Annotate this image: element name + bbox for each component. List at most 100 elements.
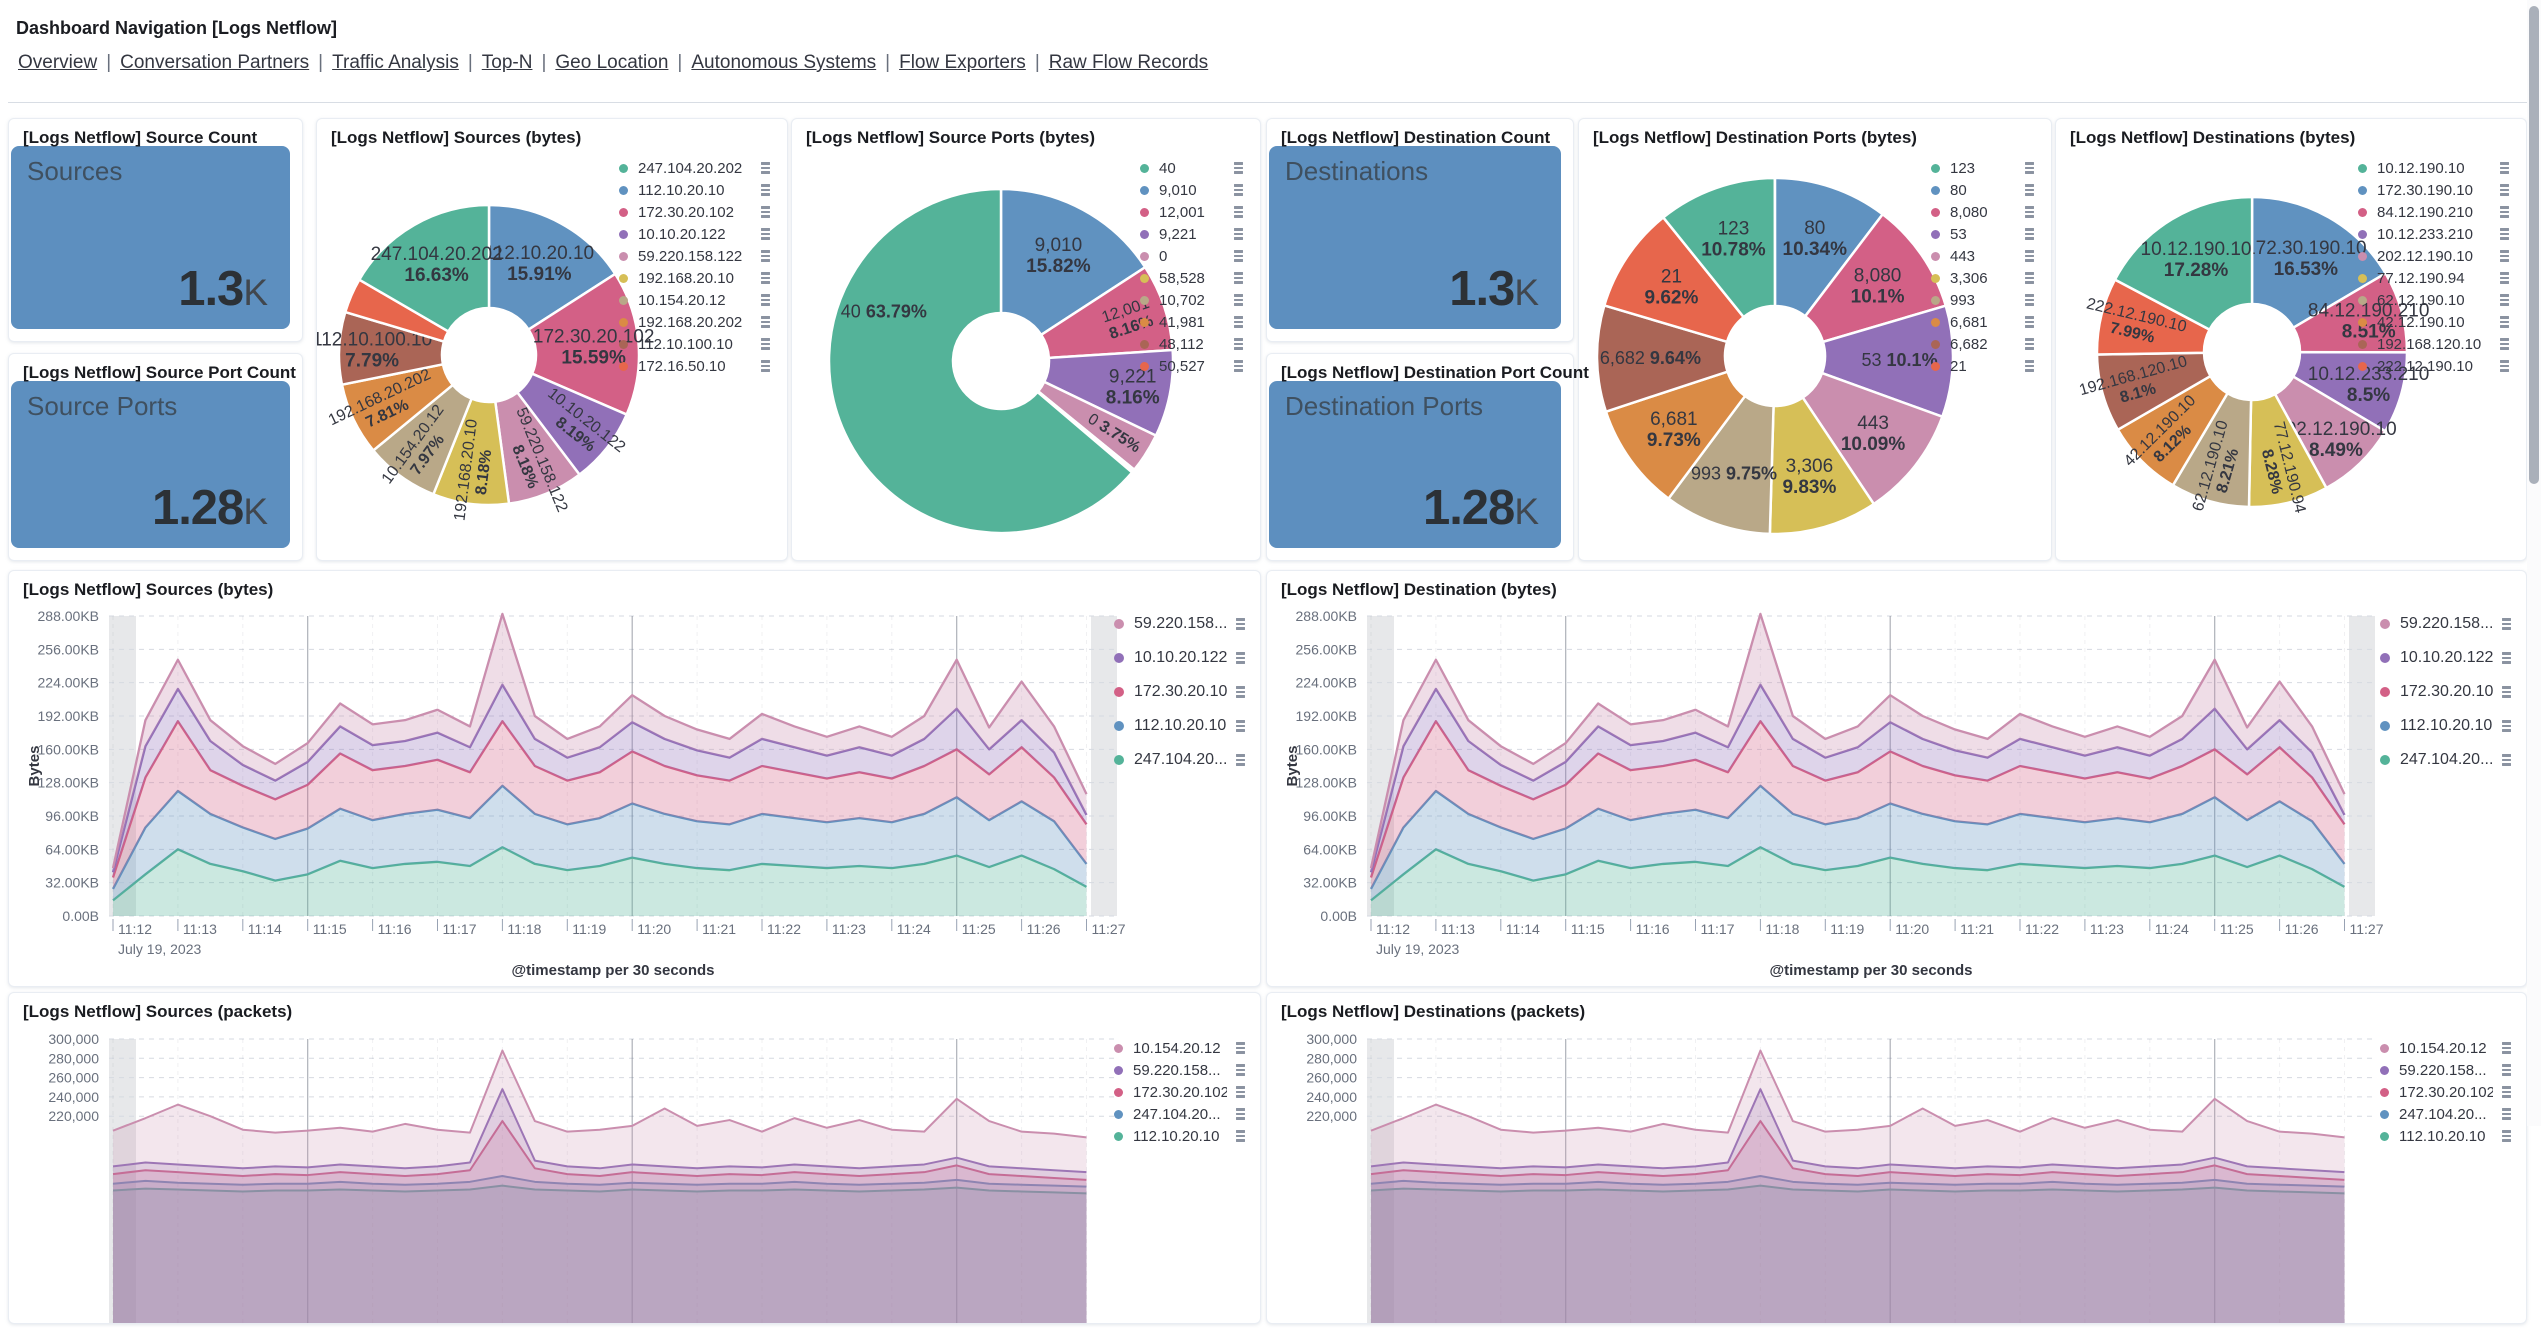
legend-actions-icon[interactable] [760,205,771,219]
legend-actions-icon[interactable] [760,249,771,263]
legend-actions-icon[interactable] [2499,271,2510,285]
legend-label[interactable]: 62.12.190.10 [2377,291,2465,309]
legend-actions-icon[interactable] [1235,753,1246,767]
legend-item[interactable]: 172.30.20.102 [2380,1081,2512,1103]
legend-actions-icon[interactable] [2501,719,2512,733]
destinations-packets-line-chart[interactable]: 300,000 280,000 260,000 240,000 220,000 [1267,993,2526,1328]
legend-label[interactable]: 48,112 [1159,335,1204,353]
legend-item[interactable]: 247.104.20... [2380,1103,2512,1125]
legend-label[interactable]: 10,702 [1159,291,1205,309]
nav-link-raw-flow-records[interactable]: Raw Flow Records [1048,52,1209,73]
legend-label[interactable]: 21 [1950,357,1967,375]
legend-label[interactable]: 993 [1950,291,1976,309]
legend-actions-icon[interactable] [2024,205,2035,219]
legend-label[interactable]: 112.10.20.10 [2400,717,2493,734]
legend-actions-icon[interactable] [1233,183,1244,197]
legend-label[interactable]: 10.154.20.12 [1133,1039,1221,1057]
legend-actions-icon[interactable] [760,161,771,175]
legend-item[interactable]: 192.168.120.10 [2358,333,2510,355]
legend-label[interactable]: 10.154.20.12 [2399,1039,2487,1057]
legend-label[interactable]: 247.104.20... [2399,1105,2487,1123]
legend-label[interactable]: 112.10.20.10 [638,181,725,199]
legend-label[interactable]: 6,681 [1950,313,1988,331]
legend-label[interactable]: 41,981 [1159,313,1205,331]
legend-actions-icon[interactable] [2501,651,2512,665]
legend-actions-icon[interactable] [1235,719,1246,733]
legend-item[interactable]: 247.104.20.202 [619,157,771,179]
legend-actions-icon[interactable] [2499,249,2510,263]
destination-ports-bytes-pie-chart[interactable]: 80 10.34% 8,080 10.1% 53 10.1% 443 10.09% 3,306… [1579,119,2051,560]
legend-item[interactable]: 993 [1931,289,2035,311]
legend-label[interactable]: 12,001 [1159,203,1205,221]
nav-link-conversation-partners[interactable]: Conversation Partners [120,52,310,73]
legend-label[interactable]: 42.12.190.10 [2377,313,2465,331]
destinations-bytes-pie-chart[interactable]: 172.30.190.10 16.53% 84.12.190.210 8.51% 10.… [2056,119,2526,560]
legend-label[interactable]: 192.168.20.10 [638,269,734,287]
pie-slice[interactable] [527,272,641,416]
legend-item[interactable]: 10.154.20.12 [2380,1037,2512,1059]
page-scrollbar-thumb[interactable] [2529,6,2539,484]
legend-item[interactable]: 50,527 [1140,355,1244,377]
page-scrollbar-track[interactable] [2527,0,2541,1126]
legend-actions-icon[interactable] [760,271,771,285]
pie-slice[interactable] [1773,176,1884,318]
legend-item[interactable]: 10.154.20.12 [1114,1037,1246,1059]
legend-actions-icon[interactable] [2501,685,2512,699]
legend-actions-icon[interactable] [2499,293,2510,307]
legend-label[interactable]: 172.16.50.10 [638,357,726,375]
legend-actions-icon[interactable] [1233,271,1244,285]
legend-item[interactable]: 80 [1931,179,2035,201]
legend-item[interactable]: 9,221 [1140,223,1244,245]
legend-item[interactable]: 112.10.20.10 [1114,709,1246,743]
legend-actions-icon[interactable] [2499,227,2510,241]
legend-label[interactable]: 6,682 [1950,335,1988,353]
legend-item[interactable]: 21 [1931,355,2035,377]
legend-label[interactable]: 8,080 [1950,203,1988,221]
legend-actions-icon[interactable] [2024,249,2035,263]
legend-item[interactable]: 172.30.20.102 [1114,1081,1246,1103]
pie-slice[interactable] [358,203,491,333]
sources-bytes-pie-chart[interactable]: 112.10.20.10 15.91% 172.30.20.102 15.59% 10.… [312,119,787,560]
nav-link-geo-location[interactable]: Geo Location [555,52,669,73]
legend-item[interactable]: 247.104.20... [2380,743,2512,777]
legend-item[interactable]: 172.30.190.10 [2358,179,2510,201]
legend-actions-icon[interactable] [1233,205,1244,219]
legend-label[interactable]: 58,528 [1159,269,1205,287]
legend-actions-icon[interactable] [1235,651,1246,665]
legend-actions-icon[interactable] [1233,337,1244,351]
legend-item[interactable]: 10.10.20.122 [1114,641,1246,675]
legend-actions-icon[interactable] [760,337,771,351]
destination-bytes-area-chart[interactable]: 0.00B 32.00KB 64.00KB 96.00KB 128.00KB 160.00… [1267,571,2526,986]
legend-label[interactable]: 9,221 [1159,225,1197,243]
legend-label[interactable]: 192.168.20.202 [638,313,743,331]
legend-label[interactable]: 77.12.190.94 [2377,269,2465,287]
legend-actions-icon[interactable] [1235,617,1246,631]
legend-actions-icon[interactable] [1233,359,1244,373]
legend-item[interactable]: 59.220.158... [1114,607,1246,641]
legend-actions-icon[interactable] [2499,205,2510,219]
legend-actions-icon[interactable] [1235,1129,1246,1143]
legend-item[interactable]: 112.10.20.10 [2380,709,2512,743]
legend-label[interactable]: 59.220.158... [1133,1061,1221,1079]
nav-link-flow-exporters[interactable]: Flow Exporters [899,52,1026,73]
legend-item[interactable]: 112.10.20.10 [1114,1125,1246,1147]
legend-label[interactable]: 10.12.233.210 [2377,225,2473,243]
legend-item[interactable]: 10.10.20.122 [2380,641,2512,675]
legend-label[interactable]: 59.220.158.122 [638,247,743,265]
legend-item[interactable]: 0 [1140,245,1244,267]
legend-label[interactable]: 247.104.20... [2400,751,2493,768]
legend-item[interactable]: 12,001 [1140,201,1244,223]
legend-label[interactable]: 172.30.20.102 [638,203,734,221]
legend-item[interactable]: 59.220.158... [2380,607,2512,641]
legend-item[interactable]: 10.10.20.122 [619,223,771,245]
legend-label[interactable]: 192.168.120.10 [2377,335,2482,353]
pie-slice[interactable] [1820,304,1955,418]
legend-item[interactable]: 10.12.233.210 [2358,223,2510,245]
nav-link-overview[interactable]: Overview [18,52,98,73]
source-ports-bytes-pie-chart[interactable]: 9,010 15.82% 12,001 8.16% 9,221 8.16% 0 3.75% 4… [792,119,1260,560]
legend-item[interactable]: 9,010 [1140,179,1244,201]
legend-actions-icon[interactable] [2024,293,2035,307]
pie-slice[interactable] [827,187,1134,535]
legend-item[interactable]: 6,682 [1931,333,2035,355]
legend-item[interactable]: 10.154.20.12 [619,289,771,311]
